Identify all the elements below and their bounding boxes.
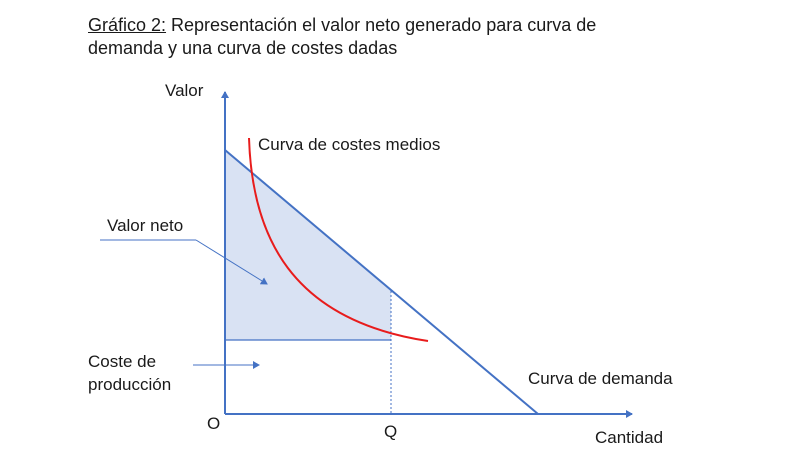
- y-axis-label: Valor: [165, 81, 204, 100]
- title-line1: Representación el valor neto generado pa…: [166, 15, 597, 35]
- x-axis-label: Cantidad: [595, 428, 663, 447]
- chart-title: Gráfico 2: Representación el valor neto …: [88, 14, 728, 60]
- net-value-pointer-arrow: [195, 239, 268, 285]
- demand-curve: [224, 149, 539, 415]
- average-cost-curve-label: Curva de costes medios: [258, 135, 440, 154]
- origin-label: O: [207, 414, 220, 433]
- demand-curve-label: Curva de demanda: [528, 369, 673, 388]
- production-cost-label-line1: Coste de: [88, 352, 156, 371]
- average-cost-curve: [248, 137, 429, 342]
- production-cost-label-line2: producción: [88, 375, 171, 394]
- q-label: Q: [384, 422, 397, 441]
- net-value-label: Valor neto: [107, 216, 183, 235]
- title-line2: demanda y una curva de costes dadas: [88, 38, 398, 58]
- title-prefix: Gráfico 2:: [88, 15, 167, 35]
- net-value-region: [225, 150, 391, 340]
